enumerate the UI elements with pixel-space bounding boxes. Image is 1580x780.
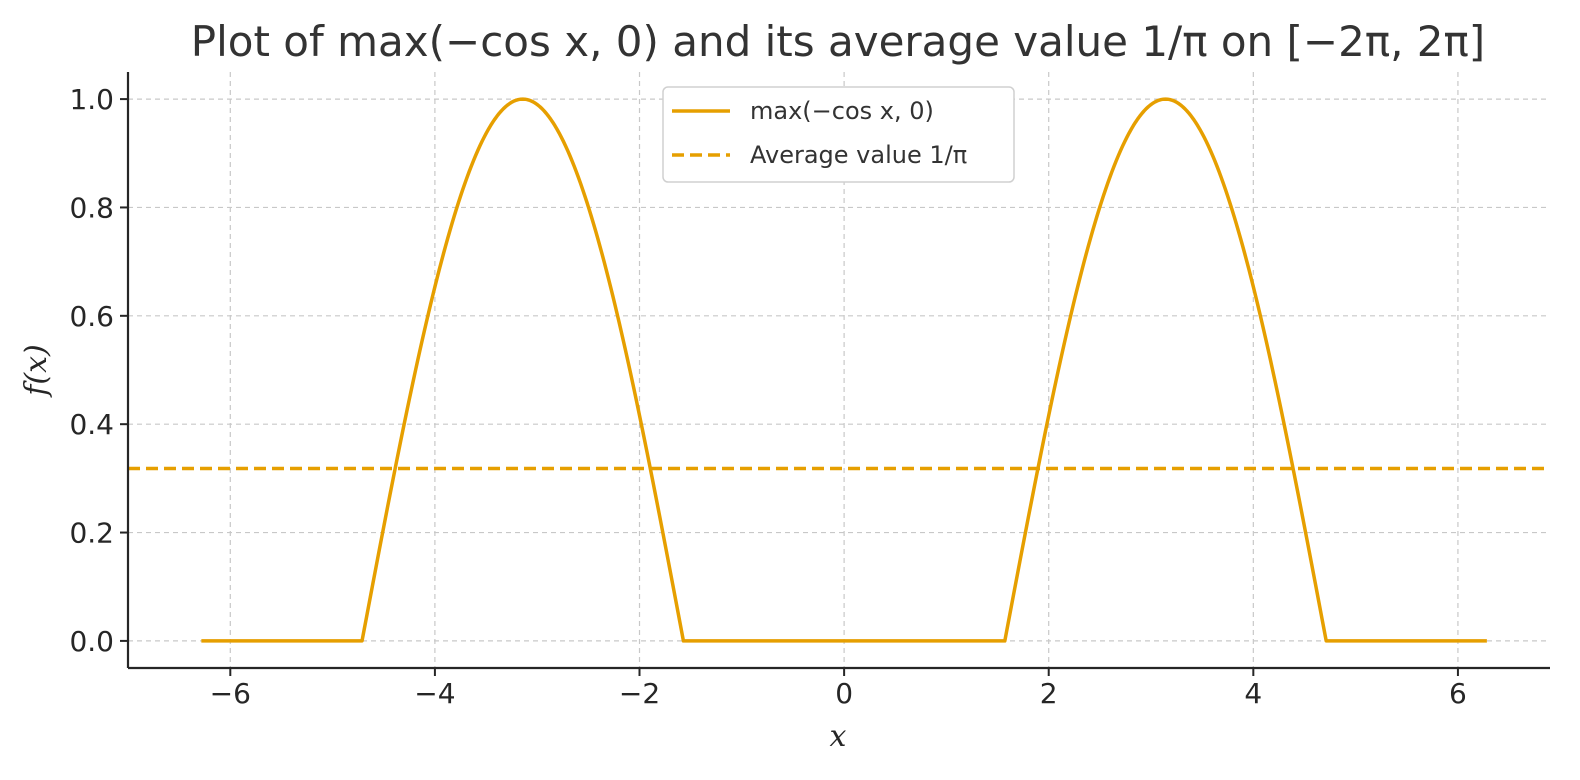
x-tick-label: 4 xyxy=(1244,677,1262,710)
x-ticks: −6 −4 −2 0 2 4 6 xyxy=(210,668,1467,710)
x-tick-label: −6 xyxy=(210,677,251,710)
legend-label-curve: max(−cos x, 0) xyxy=(750,97,934,125)
x-tick-label: 2 xyxy=(1040,677,1058,710)
y-axis-label: f(x) xyxy=(19,344,54,397)
x-tick-label: −4 xyxy=(414,677,455,710)
curve-line xyxy=(201,97,1487,643)
y-tick-label: 0.0 xyxy=(69,625,114,658)
y-tick-label: 1.0 xyxy=(69,83,114,116)
chart-title: Plot of max(−cos x, 0) and its average v… xyxy=(191,17,1485,66)
y-ticks: 0.0 0.2 0.4 0.6 0.8 1.0 xyxy=(69,83,128,658)
legend: max(−cos x, 0) Average value 1/π xyxy=(662,86,1015,183)
x-axis-label: x xyxy=(830,719,847,754)
y-tick-label: 0.4 xyxy=(69,408,114,441)
legend-box xyxy=(662,86,1015,183)
x-tick-label: 6 xyxy=(1449,677,1467,710)
x-tick-label: −2 xyxy=(619,677,660,710)
legend-label-average: Average value 1/π xyxy=(750,141,967,169)
series-layer xyxy=(128,97,1550,643)
y-tick-label: 0.6 xyxy=(69,300,114,333)
y-tick-label: 0.2 xyxy=(69,517,114,550)
grid xyxy=(128,72,1550,668)
x-tick-label: 0 xyxy=(835,677,853,710)
y-tick-label: 0.8 xyxy=(69,191,114,224)
